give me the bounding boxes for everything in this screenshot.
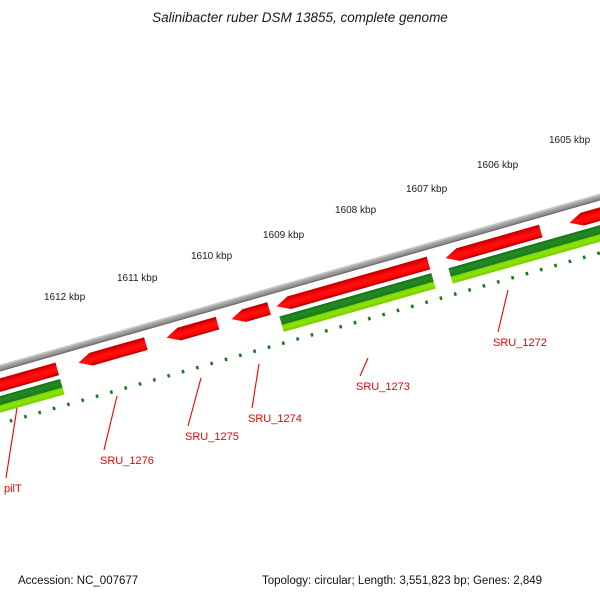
scale-tick-label: 1607 kbp [406, 184, 448, 195]
gene-feature-sru_1272[interactable] [444, 224, 543, 265]
gene-feature-sru_1273[interactable] [275, 256, 431, 313]
gc-content-track [0, 378, 63, 412]
gene-label-sru_1274[interactable]: SRU_1274 [248, 413, 302, 425]
gc-skew-track [281, 281, 436, 332]
gc-skew-track [0, 387, 65, 418]
scale-tick-label: 1608 kbp [335, 205, 377, 216]
gene-label-sru_1273[interactable]: SRU_1273 [356, 381, 410, 393]
gene-label-leader-line [187, 377, 202, 427]
annotation-overlay: 1612 kbp 1611 kbp 1610 kbp 1609 kbp 1608 kbp… [4, 135, 591, 495]
scale-tick-label: 1609 kbp [263, 230, 305, 241]
scale-tick-label: 1612 kbp [44, 292, 86, 303]
genome-stats-label: Topology: circular; Length: 3,551,823 bp… [262, 575, 542, 587]
scale-tick-label: 1606 kbp [477, 160, 519, 171]
gc-skew-track [450, 233, 600, 284]
gene-label-sru_1276[interactable]: SRU_1276 [100, 455, 154, 467]
scale-ruler [9, 251, 600, 423]
scale-tick-label: 1605 kbp [549, 135, 591, 146]
gene-label-sru_1272[interactable]: SRU_1272 [493, 337, 547, 349]
accession-label: Accession: NC_007677 [18, 575, 138, 587]
scale-tick-label: 1610 kbp [191, 251, 233, 262]
gc-content-track [279, 273, 434, 326]
gene-feature[interactable] [568, 196, 600, 229]
gene-feature-pilt[interactable] [0, 362, 60, 399]
page-title: Salinibacter ruber DSM 13855, complete g… [152, 10, 448, 25]
scale-tick-label: 1611 kbp [117, 273, 158, 284]
genome-backbone-line [0, 191, 600, 375]
gene-label-leader-line [5, 407, 18, 479]
gene-label-leader-line [103, 395, 118, 451]
gc-content-track [448, 224, 600, 277]
gene-label-leader-line [359, 357, 369, 377]
gene-feature-sru_1275[interactable] [165, 316, 220, 344]
genome-track-group [0, 191, 600, 423]
gene-label-leader-line [251, 363, 260, 409]
gene-feature-sru_1274[interactable] [230, 302, 271, 325]
gene-label-sru_1275[interactable]: SRU_1275 [185, 431, 239, 443]
gene-label-leader-line [497, 289, 509, 333]
gene-label-pilt[interactable]: pilT [4, 483, 22, 495]
gene-feature-sru_1276[interactable] [77, 337, 148, 369]
